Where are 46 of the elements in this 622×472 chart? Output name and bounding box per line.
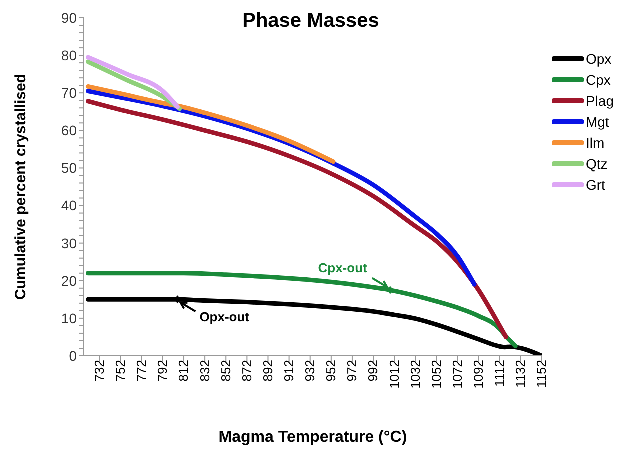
x-tick-label: 892 <box>260 360 276 382</box>
legend-label: Opx <box>586 50 612 68</box>
legend-label: Qtz <box>586 154 608 174</box>
line-series <box>86 84 336 164</box>
x-tick-label: 832 <box>197 360 212 382</box>
annotation: Cpx-out <box>318 260 368 276</box>
x-tick-label: 912 <box>282 360 297 382</box>
y-tick-label: 60 <box>61 122 78 139</box>
y-tick-label: 0 <box>69 348 78 364</box>
y-axis-title: Cumulative percent crystallised <box>12 74 30 300</box>
x-tick-label: 1052 <box>428 360 444 389</box>
annotation: Opx-out <box>200 310 250 325</box>
chart-title: Phase Masses <box>242 10 380 32</box>
legend-label: Ilm <box>586 134 605 152</box>
x-tick-label: 772 <box>134 360 150 382</box>
y-tick-label: 80 <box>61 48 78 64</box>
x-tick-label: 992 <box>366 360 381 382</box>
y-tick-label: 10 <box>61 310 78 326</box>
y-tick-label: 70 <box>61 85 78 102</box>
x-tick-label: 1012 <box>386 360 402 389</box>
x-tick-label: 792 <box>155 360 170 382</box>
line-series <box>86 99 508 340</box>
y-tick-label: 90 <box>61 10 78 26</box>
legend-label: Mgt <box>586 112 610 132</box>
x-tick-label: 1092 <box>471 360 486 389</box>
x-tick-label: 972 <box>344 360 360 382</box>
x-axis-title: Magma Temperature (°C) <box>218 429 408 446</box>
x-tick-label: 1112 <box>492 360 508 387</box>
x-tick-label: 1152 <box>534 360 550 388</box>
y-tick-label: 30 <box>61 235 78 252</box>
x-tick-label: 752 <box>113 360 128 382</box>
x-tick-label: 852 <box>218 360 234 382</box>
y-tick-label: 20 <box>61 272 78 289</box>
legend-label: Cpx <box>586 70 611 90</box>
x-tick-label: 952 <box>324 360 339 382</box>
x-tick-label: 1032 <box>408 360 423 389</box>
x-tick-label: 1132 <box>513 360 528 388</box>
y-tick-label: 50 <box>61 160 78 176</box>
y-tick-label: 40 <box>61 198 78 214</box>
x-tick-label: 1072 <box>450 360 465 389</box>
legend-label: Grt <box>586 176 606 194</box>
x-tick-label: 812 <box>176 360 192 382</box>
x-tick-label: 732 <box>92 360 108 382</box>
x-tick-label: 872 <box>239 360 254 382</box>
x-tick-label: 932 <box>302 360 318 382</box>
legend-label: Plag <box>586 92 614 110</box>
